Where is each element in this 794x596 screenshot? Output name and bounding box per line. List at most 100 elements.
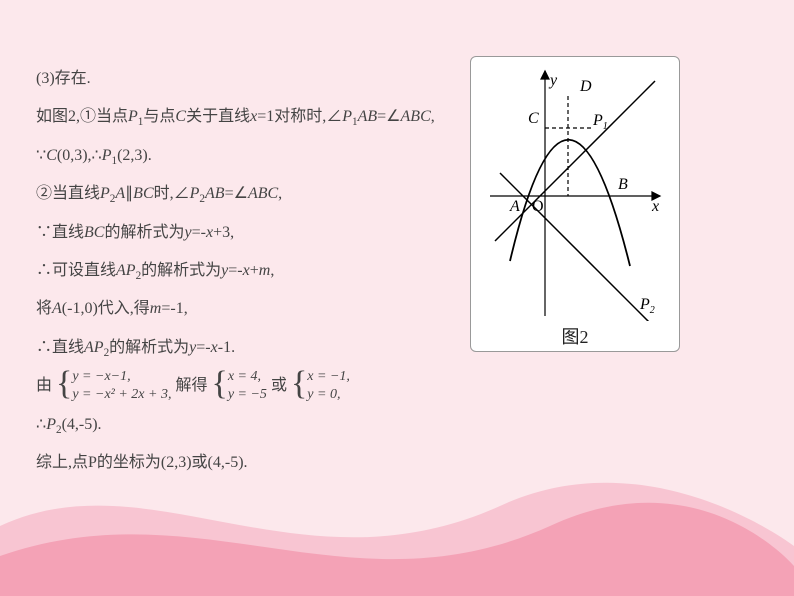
solution-text: (3)存在. 如图2,①当点P1与点C关于直线x=1对称时,∠P1AB=∠ABC… [36,60,456,482]
l6a: ∴可设直线 [36,262,116,279]
line-5: ∵直线BC的解析式为y=-x+3, [36,214,456,252]
label-C: C [528,110,539,127]
line-10: ∴P2(4,-5). [36,406,456,444]
C2: C [46,147,57,164]
label-x: x [651,198,659,215]
wave-2 [0,503,794,596]
l8c: =- [196,339,210,356]
line-9: 由 { y = −x−1, y = −x² + 2x + 3, 解得 { x =… [36,367,456,405]
line-2: 如图2,①当点P1与点C关于直线x=1对称时,∠P1AB=∠ABC, [36,98,456,136]
brace-2: { [212,367,228,401]
P2: P [100,185,110,202]
label-A: A [509,198,520,215]
l5d: +3, [213,224,234,241]
l9b: 解得 [175,377,207,394]
AP2: AP [116,262,136,279]
l2b: 与点 [143,108,175,125]
P1: P [128,108,138,125]
l2e: =∠ [377,108,400,125]
system-3-rows: x = −1, y = 0, [307,368,350,404]
figure-caption: 图2 [475,321,675,349]
label-B: B [618,176,628,193]
l8b: 的解析式为 [109,339,189,356]
l2d: =1对称时,∠ [257,108,342,125]
label-O: O [532,198,544,215]
line-6: ∴可设直线AP2的解析式为y=-x+m, [36,252,456,290]
P2AB: AB [205,185,225,202]
C: C [175,108,186,125]
l4d: =∠ [225,185,248,202]
l2c: 关于直线 [186,108,250,125]
P2b: P [190,185,200,202]
line-ab [495,81,655,241]
l6d: + [250,262,259,279]
brace-1: { [56,367,72,401]
l6b: 的解析式为 [141,262,221,279]
l3a: ∵ [36,147,46,164]
line-4: ②当直线P2A∥BC时,∠P2AB=∠ABC, [36,175,456,213]
l5a: ∵直线 [36,224,84,241]
l10b: (4,-5). [62,416,102,433]
sys1r2: y = −x² + 2x + 3, [72,386,171,404]
brace-3: { [291,367,307,401]
l8d: -1. [218,339,235,356]
l10a: ∴ [36,416,46,433]
l8a: ∴直线 [36,339,84,356]
system-2: { x = 4, y = −5 [212,368,267,404]
l9c: 或 [271,377,287,394]
system-2-rows: x = 4, y = −5 [228,368,267,404]
A2: A [52,300,62,317]
l4a: ②当直线 [36,185,100,202]
y1: y [184,224,191,241]
sys2r2: y = −5 [228,386,267,404]
l2a: 如图2,①当点 [36,108,128,125]
l7a: 将 [36,300,52,317]
system-3: { x = −1, y = 0, [291,368,350,404]
l9a: 由 [36,377,52,394]
figure-2: y x O A B C D P1 P2 图2 [470,56,680,352]
x1: x [206,224,213,241]
line-1: (3)存在. [36,60,456,98]
y-arrow [541,71,549,79]
system-1-rows: y = −x−1, y = −x² + 2x + 3, [72,368,171,404]
l5b: 的解析式为 [104,224,184,241]
BC: BC [133,185,153,202]
line-3: ∵C(0,3),∴P1(2,3). [36,137,456,175]
ABC2: ABC [248,185,278,202]
line-11: 综上,点P的坐标为(2,3)或(4,-5). [36,444,456,482]
l3b: (0,3),∴ [57,147,102,164]
P2A: A [115,185,125,202]
sys3r1: x = −1, [307,368,350,386]
P1AB: AB [358,108,378,125]
l11: 综上,点P的坐标为(2,3)或(4,-5). [36,454,248,471]
l1: (3)存在. [36,70,91,87]
label-y: y [548,72,558,89]
P2c: P [46,416,56,433]
sys2r1: x = 4, [228,368,267,386]
BC2: BC [84,224,104,241]
ABC: ABC [401,108,431,125]
l7b: (-1,0)代入,得 [62,300,150,317]
line-8: ∴直线AP2的解析式为y=-x-1. [36,329,456,367]
m1: m [259,262,271,279]
x2: x [243,262,250,279]
wave-1 [0,483,794,596]
AP2b: AP [84,339,104,356]
parabola [510,140,630,266]
l6c: =- [228,262,242,279]
line-7: 将A(-1,0)代入,得m=-1, [36,290,456,328]
label-P2: P2 [639,296,655,316]
sys1r1: y = −x−1, [72,368,171,386]
m2: m [150,300,162,317]
l4b: ∥ [125,185,133,202]
label-D: D [579,78,592,95]
l7c: =-1, [161,300,187,317]
l3c: (2,3). [117,147,152,164]
label-P1: P1 [592,112,608,132]
line-ap2 [500,173,655,321]
l4c: 时,∠ [154,185,190,202]
sys3r2: y = 0, [307,386,350,404]
page: (3)存在. 如图2,①当点P1与点C关于直线x=1对称时,∠P1AB=∠ABC… [0,0,794,596]
x3: x [211,339,218,356]
P1b: P [342,108,352,125]
